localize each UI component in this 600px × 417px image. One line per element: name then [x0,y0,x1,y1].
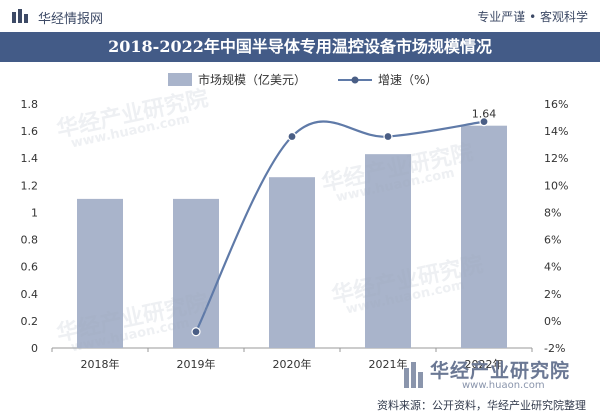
x-tick-label: 2022年 [465,357,504,371]
y-right-tick-label: 6% [544,234,561,247]
source-note: 资料来源：公开资料，华经产业研究院整理 [377,399,586,412]
data-label: 1.64 [472,108,497,121]
y-right-tick-label: 16% [544,98,568,111]
stamp-logo-icon [404,362,423,388]
brand-name: 华经情报网 [38,12,104,27]
x-tick-label: 2019年 [177,357,216,371]
chart-title: 2018-2022年中国半导体专用温控设备市场规模情况 [108,37,492,56]
brand-stamp: 华经产业研究院 www.huaon.com [402,356,592,400]
bar [269,177,315,348]
bar [173,198,219,348]
growth-line [195,120,485,333]
y-right-tick-label: 0% [544,315,561,328]
y-right-tick-label: 2% [544,288,561,301]
y-left-tick-label: 0.8 [21,234,39,247]
bar [461,125,507,348]
legend-label-line: 增速（%） [378,73,437,87]
y-left-tick-label: 1.2 [21,179,39,192]
legend-swatch-marker [351,76,359,84]
growth-point [383,131,393,142]
bar [365,154,411,348]
y-right-tick-label: -2% [544,342,565,355]
growth-point [287,131,297,142]
y-right-tick-label: 8% [544,206,561,219]
stamp-url: www.huaon.com [462,380,545,391]
x-tick-label: 2021年 [369,357,408,371]
chart-area: 0 0.2 0.4 0.6 0.8 1 1.2 1.4 1.6 1.8 -2% 0% 2% 4% 6% 8% 1… [21,72,569,371]
slogan: 专业严谨 • 客观科学 [477,10,588,24]
y-left-tick-label: 0.2 [21,315,39,328]
y-left-tick-label: 0 [31,342,38,355]
y-right-tick-label: 4% [544,261,561,274]
x-tick-label: 2020年 [273,357,312,371]
logo-icon [12,9,28,23]
title-bar: 2018-2022年中国半导体专用温控设备市场规模情况 [0,32,600,62]
legend-label-bar: 市场规模（亿美元） [198,72,306,87]
y-right-tick-label: 12% [544,152,568,165]
y-left-tick-label: 1 [31,206,38,219]
y-left-tick-label: 1.8 [21,98,39,111]
y-right-tick-label: 10% [544,179,568,192]
growth-point [479,117,489,127]
legend-swatch-bar [168,73,192,86]
y-left-tick-label: 1.6 [21,125,39,138]
y-left-tick-label: 0.6 [21,261,39,274]
x-tick-label: 2018年 [81,357,120,371]
bar [77,198,123,348]
y-left-tick-label: 1.4 [21,152,39,165]
y-left-tick-label: 0.4 [21,288,39,301]
y-right-tick-label: 14% [544,125,568,138]
header-bar: 华经情报网 专业严谨 • 客观科学 [0,0,600,32]
stamp-name: 华经产业研究院 [430,360,571,382]
growth-point [191,327,201,337]
